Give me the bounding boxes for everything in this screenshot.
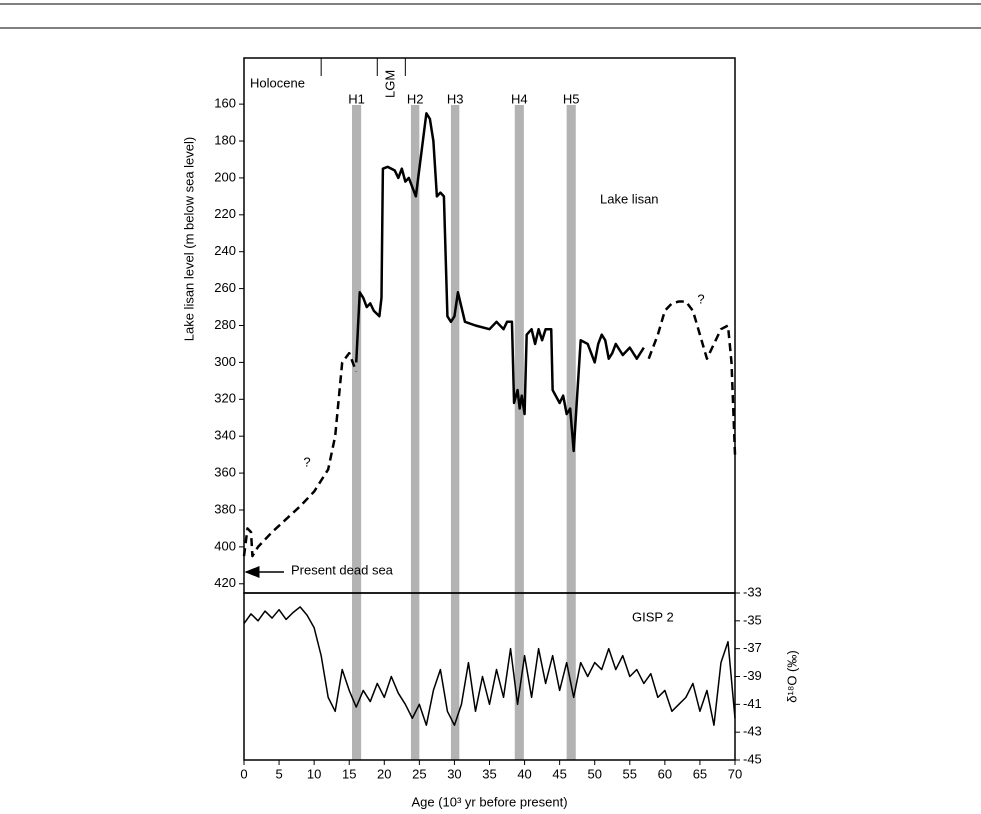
y2-axis-label: δ¹⁸O (‰) — [784, 650, 799, 702]
event-band — [410, 105, 420, 760]
x-tick-label: 30 — [447, 766, 461, 781]
data-line — [243, 606, 736, 726]
annotation: Present dead sea — [291, 562, 394, 577]
data-line — [647, 300, 737, 455]
y-tick-label: 300 — [214, 354, 236, 369]
event-band — [514, 105, 524, 760]
y-tick-label: 400 — [214, 538, 236, 553]
panel-frame — [243, 592, 736, 761]
event-band — [352, 105, 362, 760]
x-tick-label: 45 — [552, 766, 566, 781]
y-tick-label: 380 — [214, 501, 236, 516]
x-tick-label: 50 — [587, 766, 601, 781]
event-band — [450, 105, 460, 760]
y2-tick-label: -39 — [743, 668, 762, 683]
y-tick-label: 360 — [214, 465, 236, 480]
y-tick-label: 280 — [214, 317, 236, 332]
x-tick-label: 70 — [728, 766, 742, 781]
x-tick-label: 25 — [412, 766, 426, 781]
x-tick-label: 15 — [342, 766, 356, 781]
x-tick-label: 0 — [240, 766, 247, 781]
y-tick-label: 340 — [214, 428, 236, 443]
y-tick-label: 240 — [214, 243, 236, 258]
panel-frame — [243, 57, 736, 594]
zone-label: LGM — [383, 70, 398, 98]
y-tick-label: 220 — [214, 206, 236, 221]
y2-tick-label: -45 — [743, 751, 762, 766]
y-tick-label: 420 — [214, 575, 236, 590]
y-axis-label: Lake lisan level (m below sea level) — [181, 137, 196, 341]
x-tick-label: 5 — [275, 766, 282, 781]
x-tick-label: 10 — [307, 766, 321, 781]
zone-label: Holocene — [250, 75, 305, 90]
event-label: H3 — [447, 91, 464, 106]
y2-tick-label: -43 — [743, 724, 762, 739]
annotation: Lake lisan — [600, 191, 659, 206]
annotation: ? — [697, 291, 704, 306]
event-label: H2 — [407, 91, 424, 106]
y-tick-label: 320 — [214, 391, 236, 406]
y2-tick-label: -35 — [743, 612, 762, 627]
panel-label: GISP 2 — [632, 609, 674, 624]
y-tick-label: 260 — [214, 280, 236, 295]
x-tick-label: 65 — [693, 766, 707, 781]
x-tick-label: 55 — [623, 766, 637, 781]
x-tick-label: 20 — [377, 766, 391, 781]
y2-tick-label: -33 — [743, 584, 762, 599]
data-line — [242, 351, 358, 558]
y2-tick-label: -37 — [743, 640, 762, 655]
annotation: ? — [303, 454, 310, 469]
y-tick-label: 160 — [214, 96, 236, 111]
data-line — [354, 112, 645, 453]
event-label: H1 — [348, 91, 365, 106]
x-axis-label: Age (10³ yr before present) — [411, 794, 567, 809]
x-tick-label: 40 — [517, 766, 531, 781]
y2-tick-label: -41 — [743, 696, 762, 711]
y-tick-label: 180 — [214, 132, 236, 147]
event-label: H5 — [563, 91, 580, 106]
x-tick-label: 60 — [658, 766, 672, 781]
y-tick-label: 200 — [214, 169, 236, 184]
event-label: H4 — [511, 91, 528, 106]
x-tick-label: 35 — [482, 766, 496, 781]
